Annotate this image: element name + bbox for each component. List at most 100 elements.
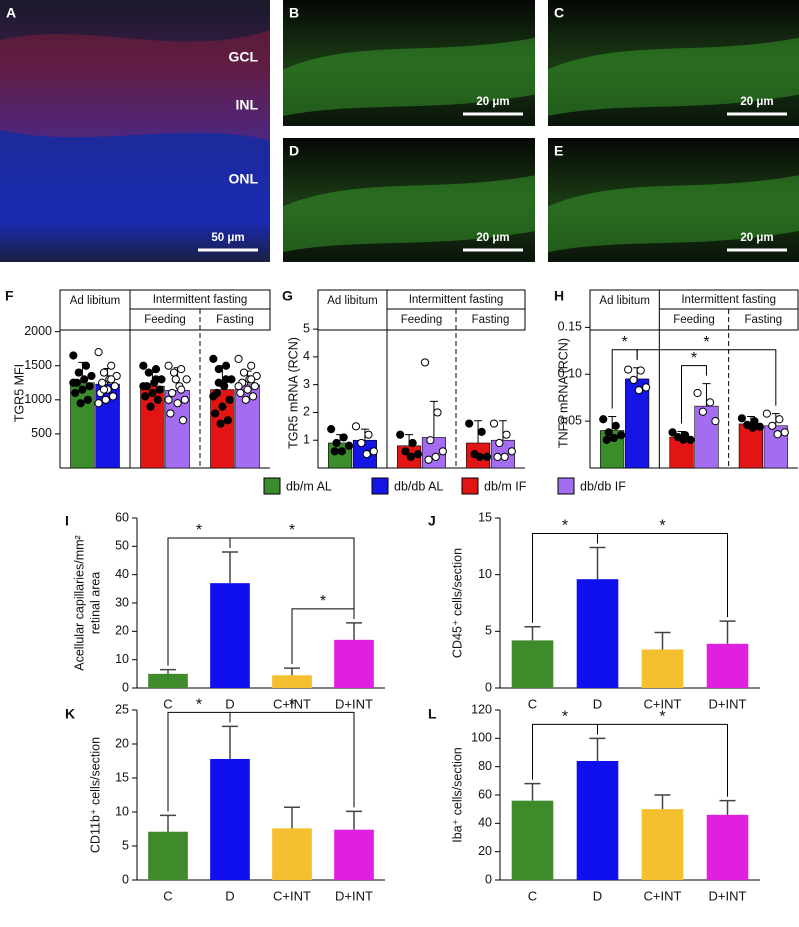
panel-label: E xyxy=(554,143,563,159)
data-point xyxy=(636,366,645,375)
bar xyxy=(576,579,619,688)
header-label: Intermittent fasting xyxy=(409,294,504,306)
data-point xyxy=(502,430,511,439)
data-point xyxy=(337,447,346,456)
layer-label: GCL xyxy=(228,49,258,65)
data-point xyxy=(711,417,720,426)
error-bar xyxy=(160,668,176,674)
data-point xyxy=(177,365,186,374)
data-point xyxy=(438,447,447,456)
error-bar xyxy=(346,810,362,830)
panel-label: G xyxy=(282,288,293,304)
error-bar xyxy=(719,620,736,644)
data-point xyxy=(624,365,633,374)
micrograph xyxy=(0,0,270,262)
data-point xyxy=(406,452,415,461)
data-point xyxy=(768,421,777,430)
data-point xyxy=(141,392,150,401)
data-point xyxy=(369,447,378,456)
x-tick-label: D xyxy=(593,888,602,903)
header-box xyxy=(59,289,271,331)
legend-label: db/m AL xyxy=(286,479,332,493)
data-point xyxy=(424,455,433,464)
y-axis-label: TNFα mRNA (RCN) xyxy=(556,338,570,448)
y-tick-label: 50 xyxy=(115,539,129,553)
data-point xyxy=(108,392,118,401)
y-tick-label: 0.15 xyxy=(558,320,582,334)
data-point xyxy=(99,385,109,394)
significance-bracket xyxy=(597,723,728,797)
data-point xyxy=(693,388,702,398)
data-point xyxy=(500,452,509,461)
y-tick-label: 100 xyxy=(471,731,492,745)
data-point xyxy=(173,399,182,408)
significance-label: * xyxy=(289,522,295,539)
bar xyxy=(272,675,312,688)
data-point xyxy=(420,358,430,367)
bar xyxy=(706,643,749,688)
data-point xyxy=(433,408,442,417)
significance-label: * xyxy=(622,334,628,351)
data-point xyxy=(221,361,231,370)
error-bar xyxy=(284,806,300,829)
data-point xyxy=(339,433,348,442)
data-point xyxy=(396,430,405,439)
data-point xyxy=(413,450,423,459)
x-tick-label: D+INT xyxy=(709,696,747,711)
data-point xyxy=(602,435,611,444)
data-point xyxy=(604,428,613,437)
data-point xyxy=(617,431,626,440)
data-point xyxy=(107,375,116,384)
data-point xyxy=(431,452,440,461)
data-point xyxy=(214,365,223,374)
x-tick-label: D xyxy=(225,696,234,711)
data-point xyxy=(81,361,91,370)
data-point xyxy=(216,419,225,428)
data-point xyxy=(489,419,499,428)
data-point xyxy=(762,409,771,418)
data-point xyxy=(153,395,162,404)
data-point xyxy=(211,409,220,418)
y-axis-label: retinal area xyxy=(88,572,102,635)
y-tick-label: 1500 xyxy=(24,358,52,372)
data-point xyxy=(168,388,177,398)
y-tick-label: 0 xyxy=(122,680,129,694)
x-tick-label: D xyxy=(593,696,602,711)
data-point xyxy=(748,423,757,432)
y-tick-label: 500 xyxy=(31,426,52,440)
data-point xyxy=(74,368,83,377)
data-point xyxy=(475,452,484,461)
data-point xyxy=(69,378,78,387)
data-point xyxy=(250,382,259,391)
data-point xyxy=(344,441,354,450)
data-point xyxy=(171,375,180,384)
y-tick-label: 20 xyxy=(115,624,129,638)
legend-swatch xyxy=(263,477,281,495)
data-point xyxy=(426,436,435,445)
panel-label: H xyxy=(554,288,564,304)
header-label: Feeding xyxy=(144,314,186,326)
micrograph xyxy=(548,138,799,262)
data-point xyxy=(148,388,157,398)
data-point xyxy=(164,361,173,370)
data-point xyxy=(155,385,164,394)
data-point xyxy=(686,435,695,444)
data-point xyxy=(69,351,78,360)
panel-label: K xyxy=(65,706,75,722)
data-point xyxy=(221,375,231,384)
y-tick-label: 60 xyxy=(478,787,492,801)
data-point xyxy=(642,383,651,392)
data-point xyxy=(243,385,252,394)
header-label: Ad libitum xyxy=(70,295,121,307)
data-point xyxy=(357,438,366,448)
data-point xyxy=(780,428,789,437)
significance-label: * xyxy=(659,518,665,535)
data-point xyxy=(94,347,103,357)
bar xyxy=(694,405,719,469)
y-tick-label: 10 xyxy=(115,652,129,666)
panel-label: J xyxy=(428,513,436,529)
legend-swatch xyxy=(461,477,479,495)
x-tick-label: D+INT xyxy=(335,696,373,711)
bar xyxy=(511,800,554,880)
y-tick-label: 1000 xyxy=(24,392,52,406)
